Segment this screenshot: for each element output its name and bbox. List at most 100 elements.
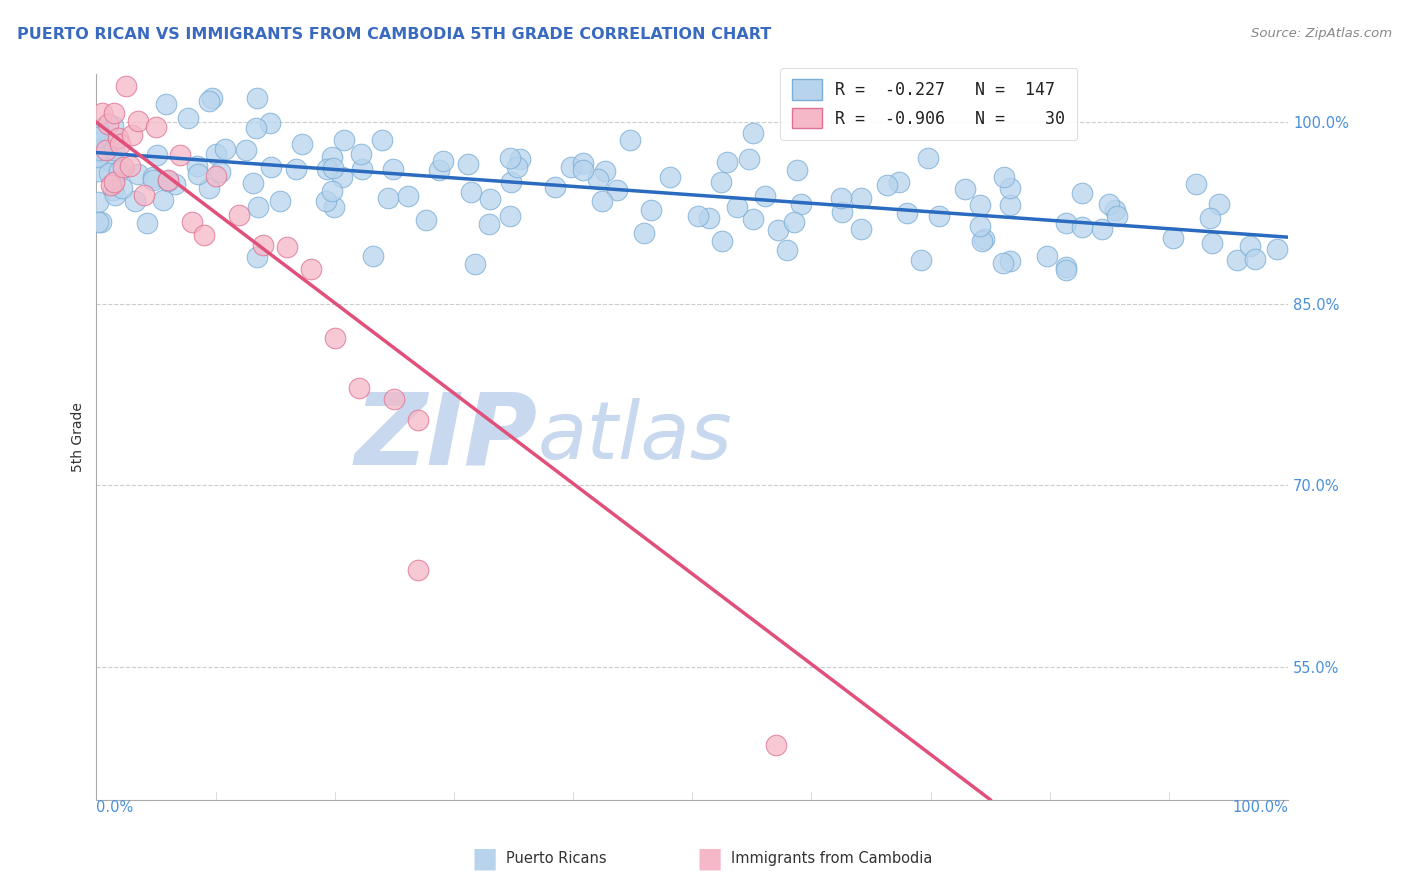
- Point: [322, 161, 344, 176]
- Point: [765, 738, 787, 752]
- Point: [156, 174, 179, 188]
- Point: [776, 243, 799, 257]
- Point: [142, 170, 165, 185]
- Point: [586, 172, 609, 186]
- Text: 100.0%: 100.0%: [1232, 799, 1288, 814]
- Point: [479, 192, 502, 206]
- Point: [998, 181, 1021, 195]
- Point: [100, 154, 122, 169]
- Point: [291, 136, 314, 151]
- Point: [499, 209, 522, 223]
- Point: [323, 331, 346, 345]
- Point: [377, 191, 399, 205]
- Point: [1199, 211, 1222, 226]
- Point: [1098, 196, 1121, 211]
- Point: [108, 136, 131, 151]
- Point: [187, 168, 209, 182]
- Point: [754, 189, 776, 203]
- Point: [1244, 252, 1267, 267]
- Point: [972, 234, 994, 248]
- Point: [201, 91, 224, 105]
- Point: [406, 413, 429, 427]
- Point: [276, 240, 298, 254]
- Point: [910, 252, 932, 267]
- Text: ■: ■: [697, 844, 723, 872]
- Point: [725, 200, 748, 214]
- Point: [363, 249, 385, 263]
- Point: [432, 153, 454, 168]
- Point: [969, 219, 991, 234]
- Point: [973, 231, 995, 245]
- Text: Source: ZipAtlas.com: Source: ZipAtlas.com: [1251, 27, 1392, 40]
- Point: [742, 211, 765, 226]
- Point: [993, 169, 1015, 184]
- Point: [86, 150, 108, 164]
- Point: [382, 161, 405, 176]
- Point: [87, 195, 110, 210]
- Text: atlas: atlas: [537, 398, 733, 475]
- Point: [103, 183, 125, 197]
- Point: [193, 227, 215, 242]
- Text: ■: ■: [472, 844, 498, 872]
- Point: [145, 120, 167, 134]
- Point: [501, 176, 523, 190]
- Point: [382, 392, 405, 406]
- Point: [659, 170, 682, 185]
- Point: [141, 173, 163, 187]
- Point: [499, 151, 522, 165]
- Point: [86, 122, 108, 136]
- Point: [710, 235, 733, 249]
- Point: [209, 165, 232, 179]
- Point: [101, 119, 124, 133]
- Point: [640, 202, 662, 217]
- Point: [1054, 216, 1077, 230]
- Point: [107, 131, 129, 145]
- Point: [269, 194, 291, 208]
- Point: [107, 164, 129, 178]
- Point: [186, 159, 208, 173]
- Point: [896, 206, 918, 220]
- Point: [1161, 231, 1184, 245]
- Point: [235, 143, 257, 157]
- Text: Puerto Ricans: Puerto Ricans: [506, 851, 607, 865]
- Point: [1201, 236, 1223, 251]
- Point: [464, 257, 486, 271]
- Point: [1054, 263, 1077, 277]
- Point: [478, 217, 501, 231]
- Point: [1184, 177, 1206, 191]
- Point: [928, 209, 950, 223]
- Point: [1071, 219, 1094, 234]
- Point: [1104, 203, 1126, 218]
- Point: [198, 181, 221, 195]
- Point: [591, 194, 613, 208]
- Point: [284, 162, 307, 177]
- Point: [415, 213, 437, 227]
- Point: [259, 116, 281, 130]
- Point: [917, 151, 939, 165]
- Point: [127, 167, 149, 181]
- Point: [156, 173, 179, 187]
- Point: [169, 148, 191, 162]
- Point: [998, 197, 1021, 211]
- Point: [246, 91, 269, 105]
- Point: [1239, 238, 1261, 252]
- Point: [1208, 197, 1230, 211]
- Point: [783, 215, 806, 229]
- Point: [1265, 243, 1288, 257]
- Point: [204, 169, 226, 183]
- Point: [118, 159, 141, 173]
- Point: [121, 128, 143, 142]
- Point: [103, 175, 125, 189]
- Point: [786, 163, 808, 178]
- Point: [152, 193, 174, 207]
- Point: [716, 155, 738, 169]
- Point: [86, 148, 108, 162]
- Point: [214, 143, 236, 157]
- Point: [953, 181, 976, 195]
- Point: [406, 563, 429, 577]
- Point: [322, 200, 344, 214]
- Point: [86, 150, 108, 164]
- Point: [245, 121, 267, 136]
- Point: [321, 151, 343, 165]
- Text: PUERTO RICAN VS IMMIGRANTS FROM CAMBODIA 5TH GRADE CORRELATION CHART: PUERTO RICAN VS IMMIGRANTS FROM CAMBODIA…: [17, 27, 770, 42]
